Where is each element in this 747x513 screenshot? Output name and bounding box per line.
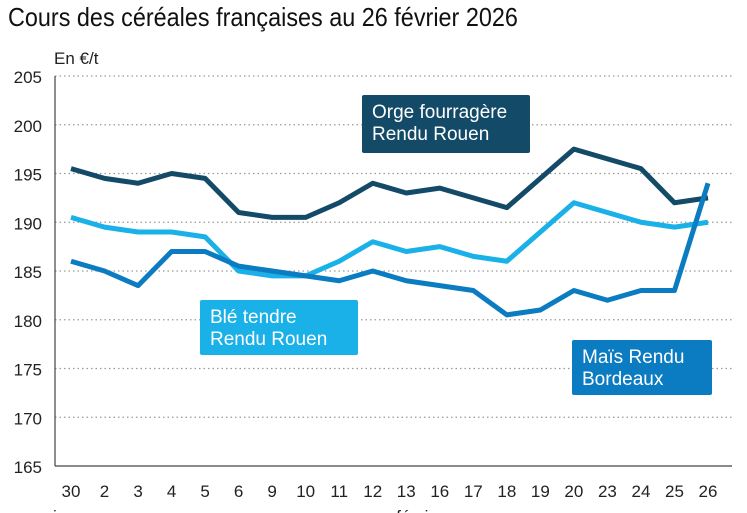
series-label: Rendu Rouen — [210, 329, 327, 350]
y-axis-label: En €/t — [54, 49, 99, 68]
series-label: Blé tendre — [210, 307, 297, 328]
y-tick-label: 180 — [14, 312, 42, 331]
x-tick-label: 16 — [430, 482, 449, 501]
x-tick-label: 4 — [167, 482, 176, 501]
x-tick-label: 19 — [531, 482, 550, 501]
x-tick-label: 12 — [363, 482, 382, 501]
x-tick-label: 11 — [330, 482, 348, 501]
y-tick-label: 170 — [14, 409, 42, 428]
x-tick-label: 3 — [133, 482, 142, 501]
chart-title: Cours des céréales françaises au 26 févr… — [8, 2, 518, 32]
series-label-box — [572, 340, 712, 395]
y-tick-label: 190 — [14, 214, 42, 233]
series-line-0 — [70, 146, 709, 220]
series-line-2 — [70, 182, 711, 318]
x-tick-label: 25 — [665, 482, 684, 501]
series-line-1 — [70, 200, 709, 279]
y-tick-label: 175 — [14, 361, 42, 380]
x-tick-label: 6 — [234, 482, 243, 501]
month-label: février — [396, 507, 444, 513]
x-tick-label: 2 — [100, 482, 109, 501]
x-tick-label: 24 — [631, 482, 650, 501]
series-label-box — [362, 95, 530, 153]
x-tick-label: 17 — [464, 482, 483, 501]
y-tick-label: 165 — [14, 458, 42, 477]
x-tick-label: 5 — [200, 482, 209, 501]
y-tick-label: 200 — [14, 117, 42, 136]
x-tick-label: 20 — [564, 482, 583, 501]
x-tick-label: 18 — [497, 482, 516, 501]
x-tick-label: 30 — [62, 482, 81, 501]
series-label: Rendu Rouen — [372, 124, 489, 145]
series-label-box — [200, 300, 358, 355]
x-tick-label: 9 — [267, 482, 276, 501]
x-tick-label: 10 — [296, 482, 315, 501]
series-label: Maïs Rendu — [582, 347, 684, 368]
x-tick-label: 26 — [699, 482, 718, 501]
x-tick-label: 13 — [397, 482, 416, 501]
x-tick-label: 23 — [598, 482, 617, 501]
y-tick-label: 185 — [14, 263, 42, 282]
month-label: janv. — [52, 507, 88, 513]
series-label: Bordeaux — [582, 369, 664, 390]
series-label: Orge fourragère — [372, 102, 507, 123]
y-tick-label: 195 — [14, 166, 42, 185]
y-tick-label: 205 — [14, 68, 42, 87]
